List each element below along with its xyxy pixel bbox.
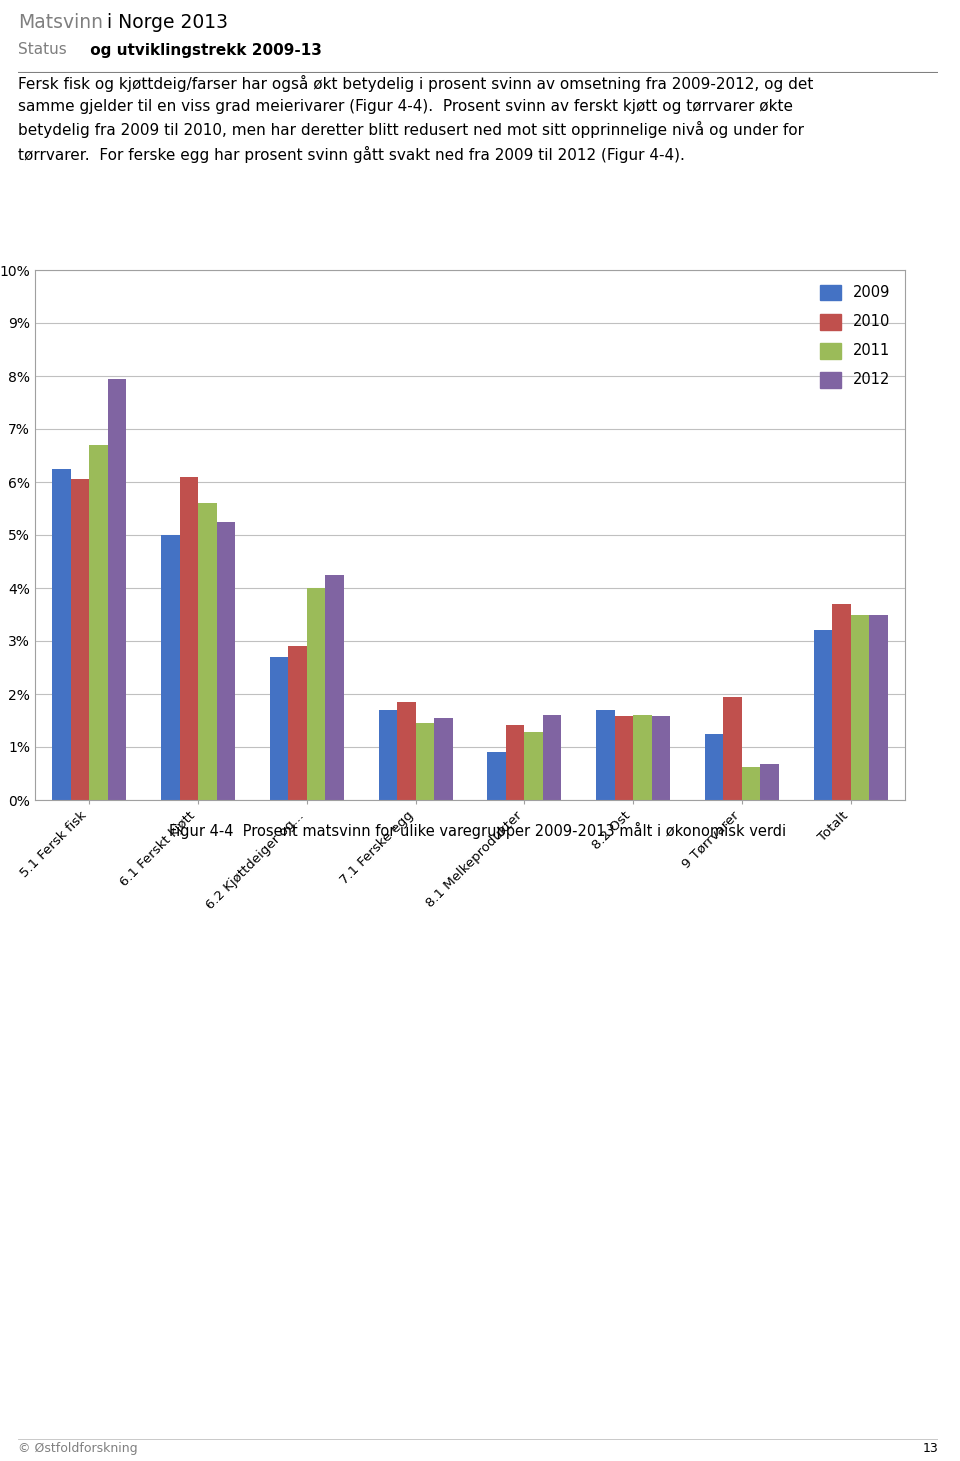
Bar — [524, 732, 542, 801]
Bar — [542, 716, 562, 801]
Bar — [434, 717, 452, 801]
Bar — [397, 701, 416, 801]
Text: © Østfoldforskning: © Østfoldforskning — [18, 1442, 137, 1455]
Bar — [198, 503, 217, 801]
Bar — [634, 716, 652, 801]
Bar — [217, 522, 235, 801]
Text: og utviklingstrekk 2009-13: og utviklingstrekk 2009-13 — [84, 42, 322, 57]
Text: Figur 4-4  Prosent matsvinn for ulike varegrupper 2009-2013 målt i økonomisk ver: Figur 4-4 Prosent matsvinn for ulike var… — [169, 821, 786, 839]
Bar — [307, 587, 325, 801]
Bar — [742, 767, 760, 801]
Bar — [325, 574, 344, 801]
Bar — [161, 535, 180, 801]
Bar — [596, 710, 614, 801]
Bar — [705, 733, 724, 801]
Bar — [180, 476, 198, 801]
Bar — [869, 615, 888, 801]
Bar — [108, 378, 127, 801]
Bar — [851, 615, 869, 801]
Bar — [270, 657, 288, 801]
Bar — [71, 479, 89, 801]
Bar — [652, 716, 670, 801]
Bar — [724, 697, 742, 801]
Text: Matsvinn: Matsvinn — [18, 13, 103, 32]
Bar — [760, 764, 779, 801]
Text: i Norge 2013: i Norge 2013 — [101, 13, 228, 32]
Text: 13: 13 — [923, 1442, 938, 1455]
Bar — [89, 446, 108, 801]
Legend: 2009, 2010, 2011, 2012: 2009, 2010, 2011, 2012 — [812, 278, 898, 394]
Bar — [378, 710, 397, 801]
Bar — [53, 469, 71, 801]
Bar — [488, 752, 506, 801]
Bar — [814, 630, 832, 801]
Bar — [832, 603, 851, 801]
Bar — [506, 725, 524, 801]
Bar — [416, 723, 434, 801]
Text: Fersk fisk og kjøttdeig/farser har også økt betydelig i prosent svinn av omsetni: Fersk fisk og kjøttdeig/farser har også … — [18, 75, 813, 164]
Bar — [614, 716, 634, 801]
Bar — [288, 646, 307, 801]
Text: Status: Status — [18, 42, 67, 57]
